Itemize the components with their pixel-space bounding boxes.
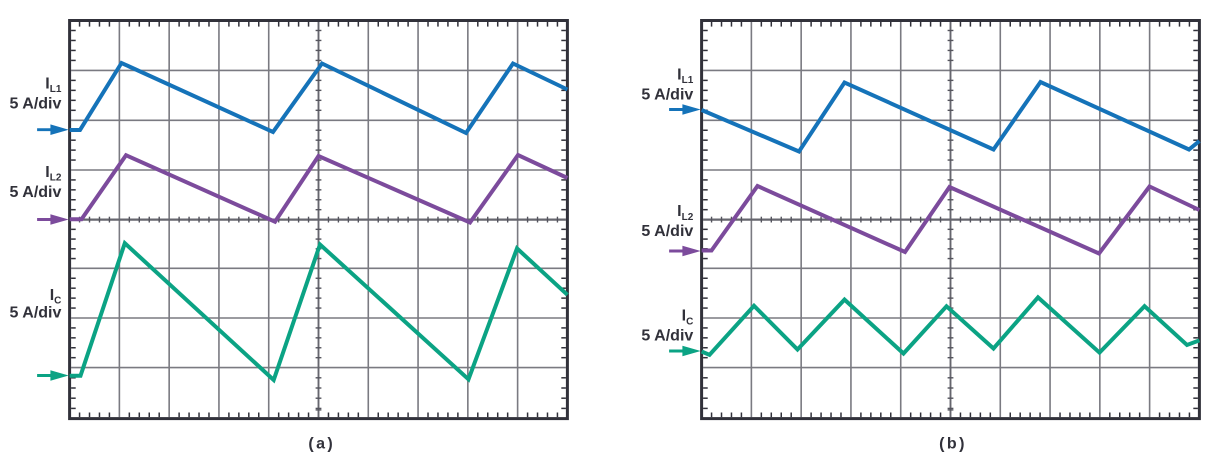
svg-text:5 A/div: 5 A/div — [641, 328, 693, 345]
svg-text:IC: IC — [682, 308, 694, 328]
svg-text:5 A/div: 5 A/div — [10, 95, 62, 112]
svg-text:5 A/div: 5 A/div — [10, 304, 62, 321]
svg-text:5 A/div: 5 A/div — [10, 184, 62, 201]
svg-text:(a): (a) — [308, 435, 335, 452]
svg-text:5 A/div: 5 A/div — [641, 223, 693, 240]
svg-text:(b): (b) — [939, 435, 967, 452]
svg-text:5 A/div: 5 A/div — [641, 86, 693, 103]
svg-text:IC: IC — [50, 287, 62, 307]
